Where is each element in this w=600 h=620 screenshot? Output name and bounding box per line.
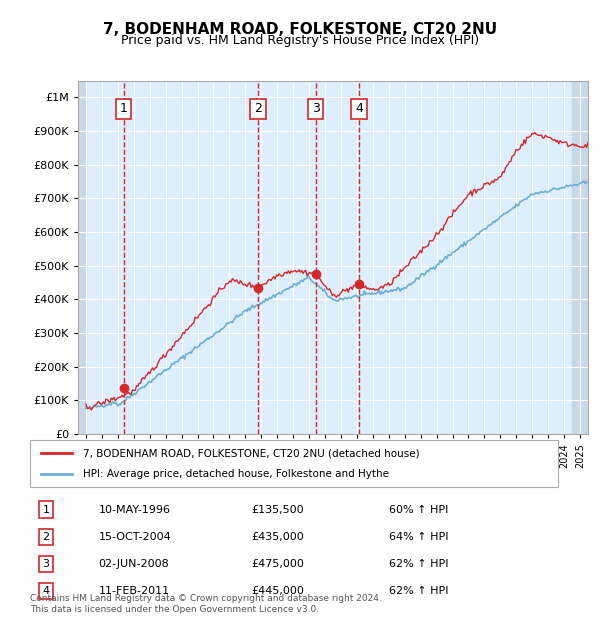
Text: 2: 2 xyxy=(42,532,49,542)
Text: 62% ↑ HPI: 62% ↑ HPI xyxy=(389,586,449,596)
Text: 4: 4 xyxy=(355,102,363,115)
Bar xyxy=(572,81,588,434)
Text: Contains HM Land Registry data © Crown copyright and database right 2024.
This d: Contains HM Land Registry data © Crown c… xyxy=(30,595,382,614)
Text: 7, BODENHAM ROAD, FOLKESTONE, CT20 2NU: 7, BODENHAM ROAD, FOLKESTONE, CT20 2NU xyxy=(103,22,497,37)
Text: Price paid vs. HM Land Registry's House Price Index (HPI): Price paid vs. HM Land Registry's House … xyxy=(121,34,479,47)
Text: 10-MAY-1996: 10-MAY-1996 xyxy=(98,505,170,515)
Text: 11-FEB-2011: 11-FEB-2011 xyxy=(98,586,170,596)
Text: 7, BODENHAM ROAD, FOLKESTONE, CT20 2NU (detached house): 7, BODENHAM ROAD, FOLKESTONE, CT20 2NU (… xyxy=(83,448,419,458)
Bar xyxy=(78,81,86,434)
Text: £435,000: £435,000 xyxy=(252,532,305,542)
FancyBboxPatch shape xyxy=(30,440,558,487)
Text: 3: 3 xyxy=(312,102,320,115)
Text: £475,000: £475,000 xyxy=(252,559,305,569)
Text: 1: 1 xyxy=(43,505,49,515)
Text: 15-OCT-2004: 15-OCT-2004 xyxy=(98,532,172,542)
Text: 1: 1 xyxy=(119,102,128,115)
Text: 02-JUN-2008: 02-JUN-2008 xyxy=(98,559,169,569)
Text: 64% ↑ HPI: 64% ↑ HPI xyxy=(389,532,449,542)
Text: 62% ↑ HPI: 62% ↑ HPI xyxy=(389,559,449,569)
Text: £445,000: £445,000 xyxy=(252,586,305,596)
Text: HPI: Average price, detached house, Folkestone and Hythe: HPI: Average price, detached house, Folk… xyxy=(83,469,389,479)
Text: £135,500: £135,500 xyxy=(252,505,304,515)
Text: 2: 2 xyxy=(254,102,262,115)
Text: 3: 3 xyxy=(43,559,49,569)
Text: 60% ↑ HPI: 60% ↑ HPI xyxy=(389,505,448,515)
Text: 4: 4 xyxy=(42,586,49,596)
